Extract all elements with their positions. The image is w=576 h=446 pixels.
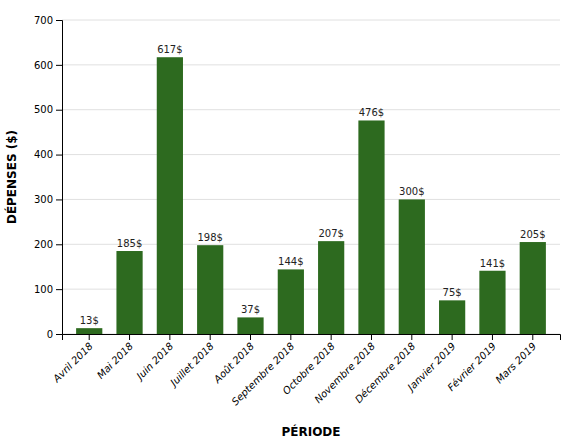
chart: Avril 2018Mai 2018Juin 2018Juillet 2018A… xyxy=(0,0,576,446)
tick-label: Avril 2018 xyxy=(50,340,95,385)
axis-line xyxy=(63,335,561,341)
tick-mark xyxy=(411,334,412,340)
tick: Mai 2018 xyxy=(95,334,135,381)
tick: Juillet 2018 xyxy=(167,334,216,389)
grid-line xyxy=(62,109,560,110)
bar xyxy=(157,57,183,334)
tick: 0 xyxy=(47,329,62,340)
tick-label: Février 2019 xyxy=(445,340,498,393)
data-label: 617$ xyxy=(157,44,182,55)
tick-label: Décembre 2018 xyxy=(353,340,418,405)
tick: Février 2019 xyxy=(445,334,498,393)
bar xyxy=(399,199,425,334)
tick: Décembre 2018 xyxy=(353,334,418,405)
tick-mark xyxy=(56,20,62,21)
tick: 600 xyxy=(34,60,62,71)
bar xyxy=(237,317,263,334)
data-label: 75$ xyxy=(443,287,462,298)
plot: Avril 2018Mai 2018Juin 2018Juillet 2018A… xyxy=(34,15,561,408)
axis-line xyxy=(56,21,63,335)
bar xyxy=(318,241,344,334)
tick-label: Mars 2019 xyxy=(493,340,538,385)
data-label: 476$ xyxy=(359,107,384,118)
data-label: 37$ xyxy=(241,304,260,315)
tick: 500 xyxy=(34,104,62,115)
data-label: 207$ xyxy=(318,228,343,239)
bar xyxy=(116,251,142,334)
tick: Juin 2018 xyxy=(133,334,175,383)
tick-mark xyxy=(290,334,291,340)
grid-line xyxy=(62,64,560,65)
tick-label: 100 xyxy=(34,284,53,295)
bar xyxy=(197,245,223,334)
tick-label: Juillet 2018 xyxy=(167,340,216,389)
tick-label: 0 xyxy=(47,329,53,340)
bar xyxy=(439,300,465,334)
bar xyxy=(76,328,102,334)
data-label: 13$ xyxy=(80,315,99,326)
tick-mark xyxy=(169,334,170,340)
grid-line xyxy=(62,20,560,21)
data-label: 141$ xyxy=(480,258,505,269)
tick-mark xyxy=(89,334,90,340)
tick-label: 300 xyxy=(34,194,53,205)
y-axis: 0 100 200 300 400 500 600 700 xyxy=(34,15,63,340)
tick-mark xyxy=(56,65,62,66)
tick-label: Mai 2018 xyxy=(95,340,135,380)
tick-mark xyxy=(56,244,62,245)
tick-label: 500 xyxy=(34,104,53,115)
data-label: 198$ xyxy=(197,232,222,243)
tick-label: 700 xyxy=(34,15,53,26)
tick-mark xyxy=(56,289,62,290)
tick-mark xyxy=(129,334,130,340)
bar xyxy=(520,242,546,334)
tick-mark xyxy=(452,334,453,340)
tick-mark xyxy=(492,334,493,340)
y-axis-title: DÉPENSES ($) xyxy=(4,130,19,224)
tick: 300 xyxy=(34,194,62,205)
bar xyxy=(479,271,505,334)
tick-mark xyxy=(371,334,372,340)
x-axis: Avril 2018Mai 2018Juin 2018Juillet 2018A… xyxy=(50,334,560,407)
tick: Septembre 2018 xyxy=(229,334,296,407)
data-label: 144$ xyxy=(278,256,303,267)
tick-mark xyxy=(56,110,62,111)
data-label: 185$ xyxy=(117,238,142,249)
tick-label: 400 xyxy=(34,149,53,160)
tick: Août 2018 xyxy=(211,334,256,386)
tick: 700 xyxy=(34,15,62,26)
tick-mark xyxy=(56,199,62,200)
data-label: 205$ xyxy=(520,229,545,240)
tick: Avril 2018 xyxy=(50,334,95,385)
grid-line xyxy=(62,199,560,200)
grid-line xyxy=(62,154,560,155)
tick-label: 200 xyxy=(34,239,53,250)
tick: Mars 2019 xyxy=(493,334,538,385)
tick-mark xyxy=(331,334,332,340)
bar xyxy=(278,269,304,334)
tick-label: Juin 2018 xyxy=(133,340,175,382)
tick: 200 xyxy=(34,239,62,250)
tick-label: Septembre 2018 xyxy=(229,340,296,407)
tick-mark xyxy=(210,334,211,340)
data-label: 300$ xyxy=(399,186,424,197)
tick-label: 600 xyxy=(34,60,53,71)
tick-mark xyxy=(250,334,251,340)
tick: 100 xyxy=(34,284,62,295)
tick-mark xyxy=(56,155,62,156)
bars xyxy=(76,57,546,334)
tick: 400 xyxy=(34,149,62,160)
bar xyxy=(358,120,384,334)
x-axis-title: PÉRIODE xyxy=(281,424,340,439)
grid xyxy=(62,20,560,334)
tick-mark xyxy=(56,334,62,335)
tick-mark xyxy=(532,334,533,340)
data-labels: 13$ 185$ 617$ 198$ 37$ 144$ 207$ 476$ 300$ 75$ 141… xyxy=(80,44,546,326)
